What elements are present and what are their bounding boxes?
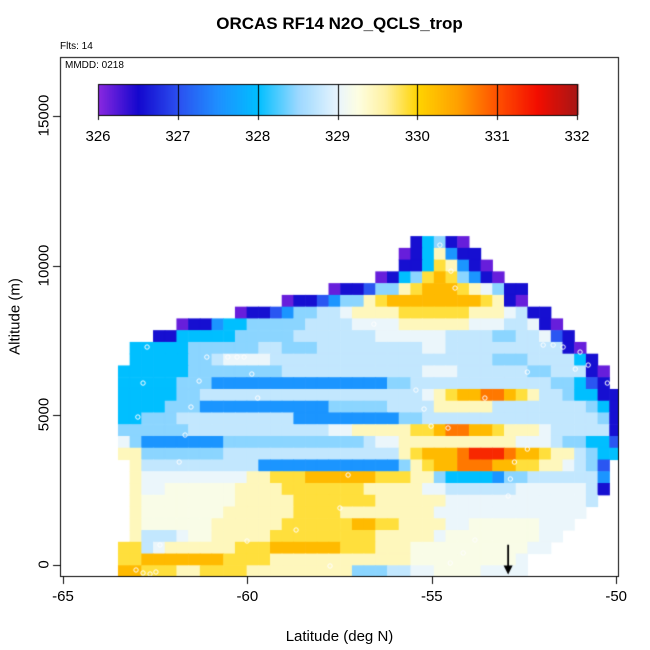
colorbar-tick-label: 332 — [564, 128, 590, 145]
y-tick-label: 15000 — [35, 94, 53, 137]
x-tick-label: -50 — [605, 588, 628, 605]
flights-annotation: Flts: 14 — [60, 41, 93, 52]
colorbar-tick-label: 326 — [85, 128, 111, 145]
x-tick-label: -60 — [236, 588, 259, 605]
colorbar-tick-label: 330 — [404, 128, 430, 145]
colorbar-tick-label: 328 — [245, 128, 271, 145]
colorbar-tick-label: 329 — [324, 128, 351, 145]
chart-title: ORCAS RF14 N2O_QCLS_trop — [216, 14, 463, 33]
colorbar-tick-label: 331 — [484, 128, 510, 145]
y-tick-label: 10000 — [35, 244, 53, 286]
x-axis-title: Latitude (deg N) — [285, 628, 394, 645]
colorbar-tick-label: 327 — [165, 128, 191, 145]
x-tick-label: -65 — [52, 588, 74, 605]
date-annotation: MMDD: 0218 — [65, 60, 124, 71]
x-tick-label: -55 — [420, 588, 443, 605]
y-axis-title: Altitude (m) — [6, 278, 24, 355]
y-tick-label: 0 — [35, 560, 53, 569]
y-tick-label: 5000 — [35, 398, 53, 432]
